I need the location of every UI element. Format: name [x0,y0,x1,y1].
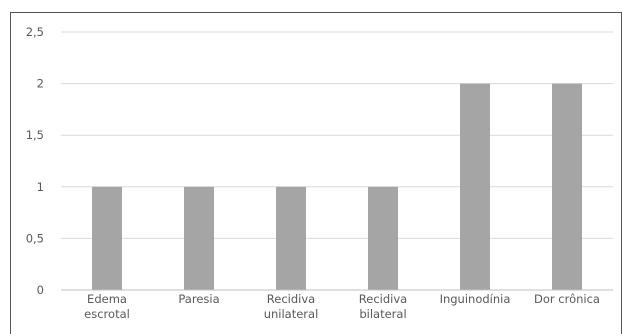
x-category-label: Paresia [178,292,219,306]
bars [92,83,582,290]
bar [184,186,214,290]
y-tick-label: 2 [37,77,44,91]
y-tick-label: 2,5 [26,25,44,39]
grid-lines [61,31,613,239]
bar [368,186,398,290]
bar [552,83,582,290]
x-category-label: Inguinodínia [440,292,511,306]
y-tick-label: 1,5 [26,128,44,142]
x-category-label: Recidiva unilateral [264,292,319,321]
bar [276,186,306,290]
x-axis-category-labels: Edema escrotal Paresia Recidiva unilateral Re… [84,292,600,321]
x-category-label: Dor crônica [534,292,600,306]
bar-chart: 0 0,5 1 1,5 2 2,5 Edema escrotal Paresia Recidiv… [26,25,613,321]
y-tick-label: 0 [37,283,44,297]
x-category-label: Recidiva bilateral [359,292,407,321]
x-category-label: Edema escrotal [84,292,130,321]
bar [92,186,122,290]
y-axis-tick-labels: 0 0,5 1 1,5 2 2,5 [26,25,44,297]
y-tick-label: 1 [37,180,44,194]
bar [460,83,490,290]
y-tick-label: 0,5 [26,231,44,245]
chart-area: 0 0,5 1 1,5 2 2,5 Edema escrotal Paresia Recidiv… [10,12,622,334]
